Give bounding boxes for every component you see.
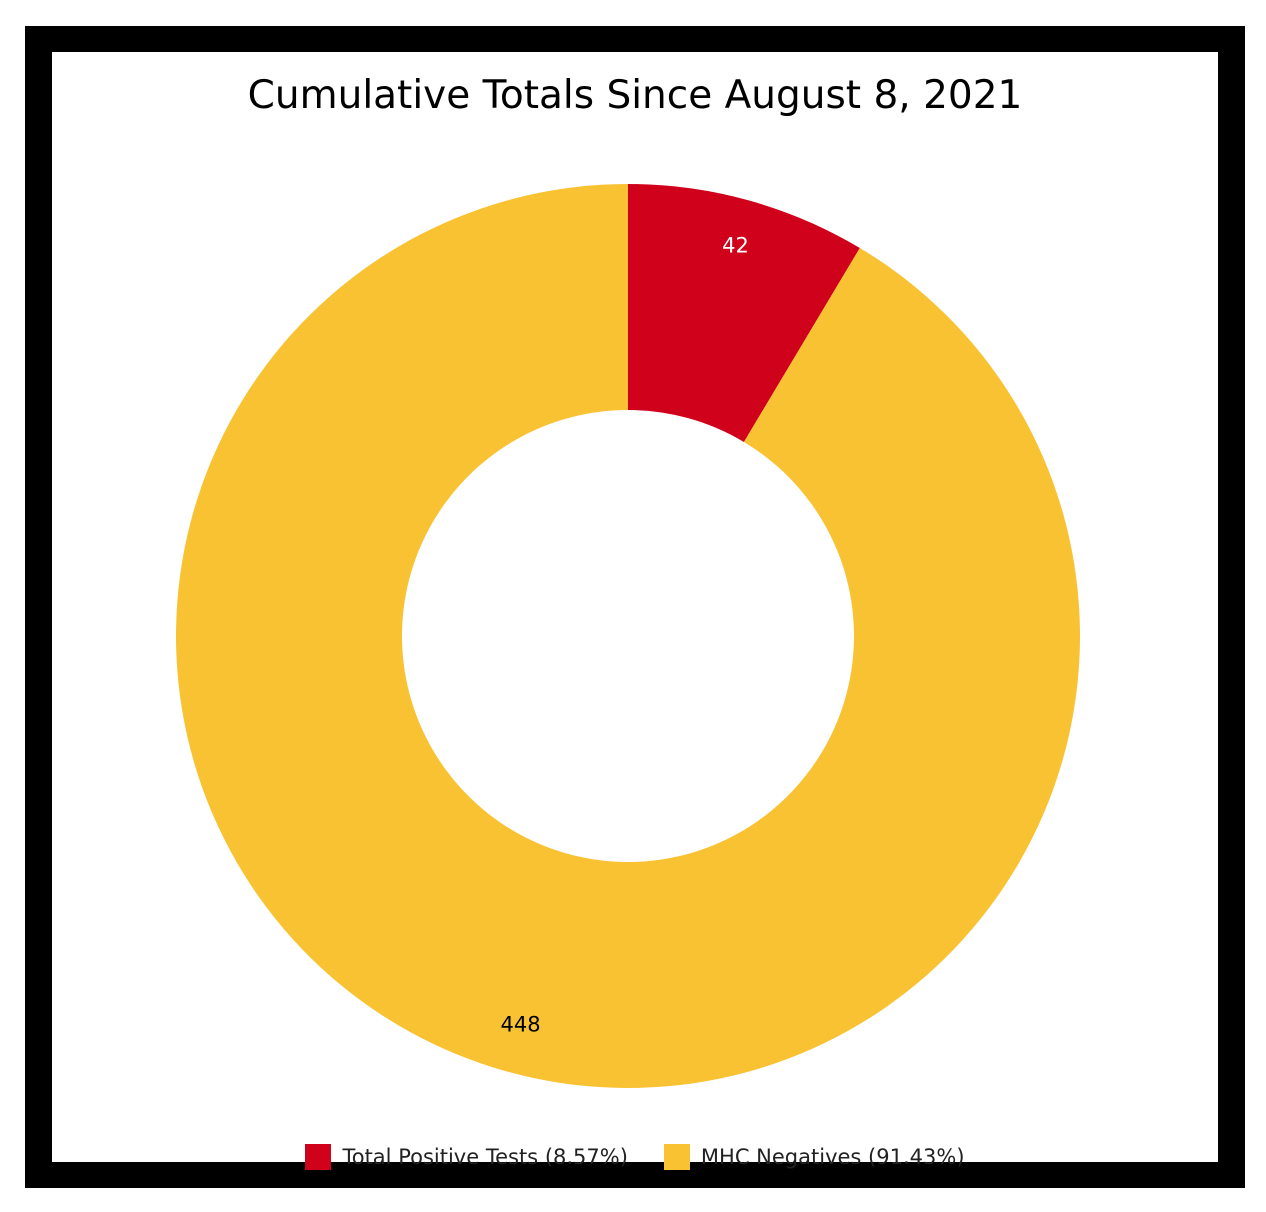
data-label-negatives: 448 <box>500 1012 540 1036</box>
legend-item-positive[interactable]: Total Positive Tests (8.57%) <box>305 1144 628 1170</box>
legend-swatch-positive <box>305 1144 332 1170</box>
chart-panel: Cumulative Totals Since August 8, 2021 4… <box>52 52 1218 1170</box>
legend-item-negatives[interactable]: MHC Negatives (91.43%) <box>663 1144 965 1170</box>
legend-label-positive: Total Positive Tests (8.57%) <box>342 1145 628 1169</box>
donut-chart: 42 448 <box>175 184 1080 1089</box>
chart-frame: Cumulative Totals Since August 8, 2021 4… <box>25 26 1245 1188</box>
chart-title: Cumulative Totals Since August 8, 2021 <box>247 73 1023 118</box>
legend-label-negatives: MHC Negatives (91.43%) <box>700 1145 965 1169</box>
legend-swatch-negatives <box>663 1144 690 1170</box>
slice-positive-tests[interactable] <box>628 184 860 442</box>
data-label-positive: 42 <box>722 234 749 258</box>
legend: Total Positive Tests (8.57%) MHC Negativ… <box>52 1144 1218 1170</box>
slice-mhc-negatives[interactable] <box>175 184 1080 1089</box>
